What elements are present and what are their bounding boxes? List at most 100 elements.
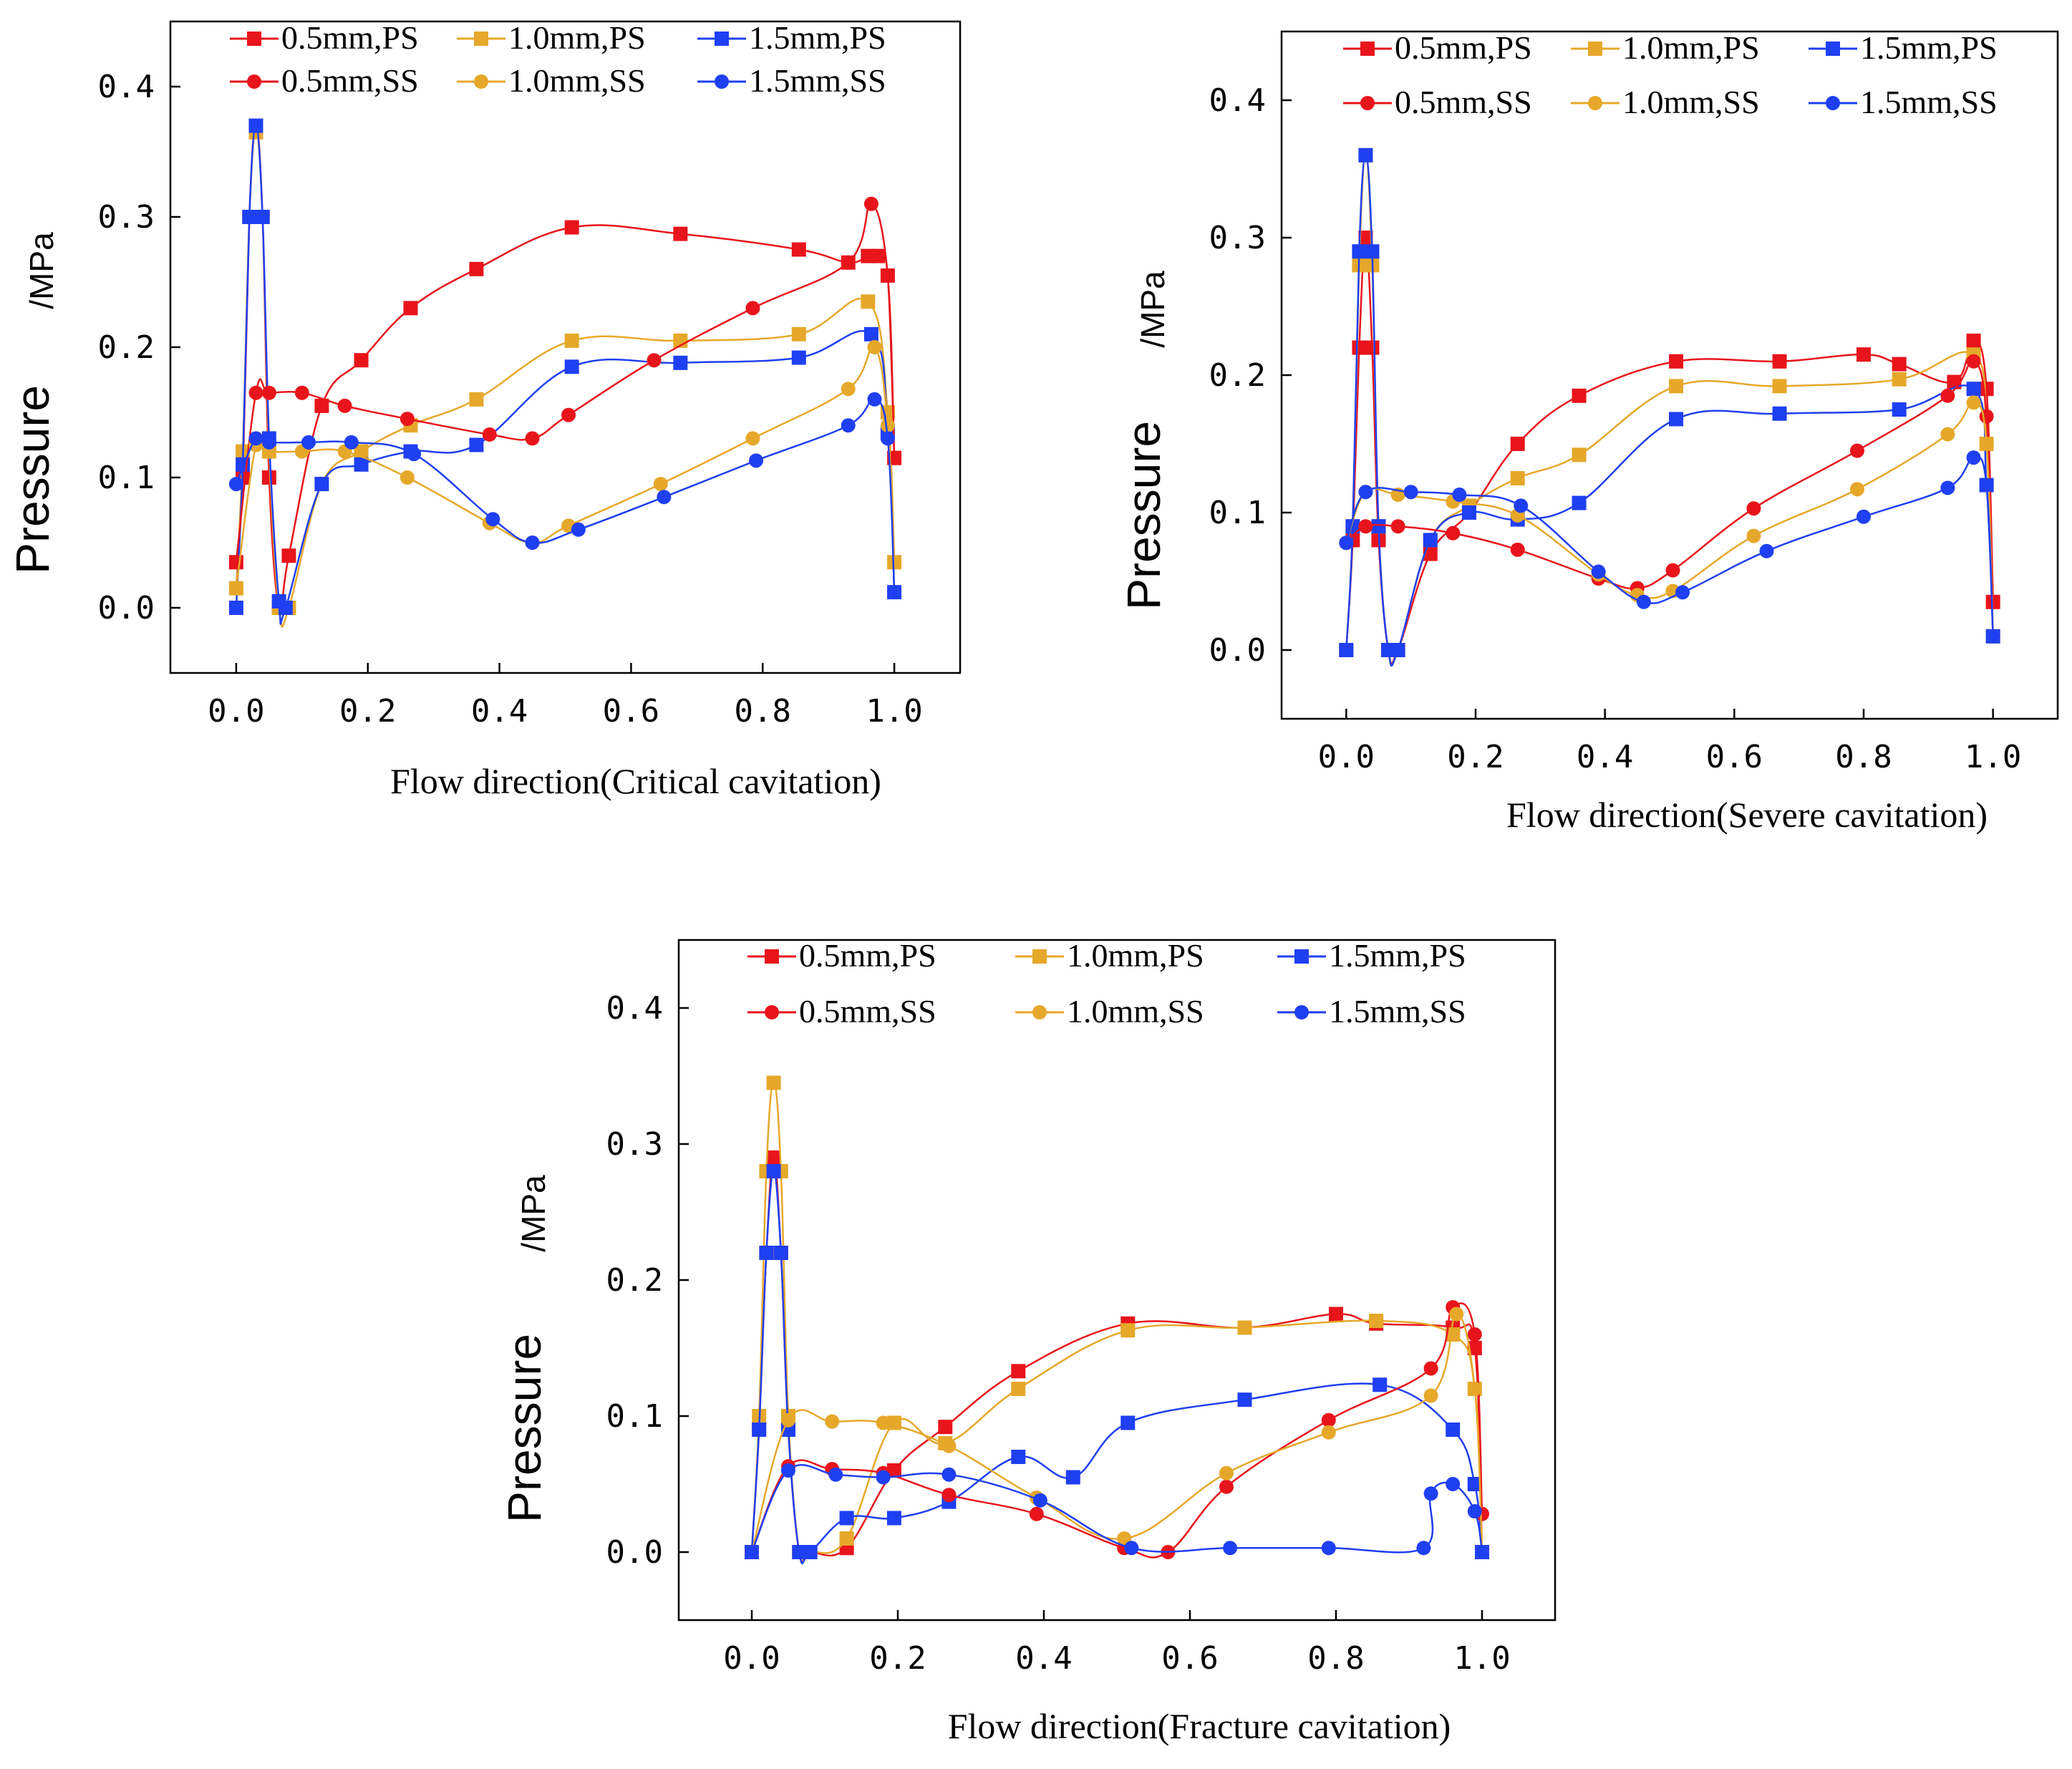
data-point-square (1011, 1364, 1026, 1379)
data-point-circle (1856, 509, 1871, 524)
data-point-circle (261, 435, 276, 450)
legend-item-0-5mm-ss: 0.5mm,SS (1343, 84, 1532, 120)
data-point-circle (261, 385, 276, 400)
data-point-circle (1510, 542, 1525, 557)
y-axis-title: Pressure /MPa (1117, 271, 1171, 610)
legend-marker-circle (715, 74, 729, 89)
data-point-circle (1636, 594, 1651, 609)
series-1-5mm-ps (1339, 147, 2000, 667)
y-tick-label: 0.4 (1209, 82, 1266, 119)
data-point-square (1237, 1392, 1252, 1407)
legend-label: 1.5mm,PS (1329, 937, 1466, 974)
data-point-circle (880, 431, 895, 446)
data-point-square (281, 548, 296, 563)
data-point-circle (1759, 543, 1774, 558)
data-point-square (1329, 1307, 1343, 1322)
data-point-circle (828, 1467, 843, 1482)
data-point-square (1669, 354, 1684, 369)
y-axis-title-main: Pressure (1117, 421, 1170, 610)
data-point-circle (841, 255, 856, 270)
data-point-square (839, 1531, 854, 1546)
legend-item-1-0mm-ss: 1.0mm,SS (1571, 84, 1760, 120)
x-tick-label: 0.4 (471, 693, 528, 730)
legend-item-1-0mm-ss: 1.0mm,SS (1015, 993, 1204, 1029)
data-point-square (938, 1420, 953, 1435)
data-point-circle (1940, 480, 1955, 495)
x-tick-label: 0.8 (735, 693, 791, 730)
x-axis-title: Flow direction(Critical cavitation) (390, 761, 881, 801)
data-point-circle (1390, 519, 1405, 534)
y-tick-label: 0.0 (606, 1534, 663, 1571)
legend-item-1-0mm-ps: 1.0mm,PS (457, 19, 646, 56)
legend-marker-square (474, 31, 488, 46)
data-point-circle (941, 1438, 957, 1453)
legend-label: 0.5mm,SS (281, 62, 419, 99)
legend-marker-circle (765, 1005, 779, 1019)
data-point-circle (1032, 1493, 1047, 1508)
data-point-square (1237, 1320, 1252, 1335)
data-point-circle (400, 470, 415, 485)
data-point-square (863, 326, 878, 341)
plot-area-frame (1280, 30, 2059, 720)
legend-marker-square (1360, 42, 1375, 56)
data-point-square (564, 333, 579, 348)
data-point-circle (1849, 482, 1864, 497)
data-point-circle (863, 196, 878, 211)
data-point-circle (1124, 1541, 1139, 1556)
data-point-square (1892, 402, 1907, 417)
series-line-1-5mm-ps (750, 1170, 1483, 1564)
axis-ticks: 0.0 0.2 0.4 0.6 0.8 1.0 0.0 0.1 0.2 0.3 0.4 (1209, 82, 2022, 775)
data-point-square (1352, 244, 1367, 259)
data-point-square (261, 470, 276, 485)
series-line-0-5mm-ss (1345, 360, 1994, 604)
data-point-circle (1966, 354, 1981, 369)
legend-marker-square (1294, 949, 1309, 964)
series-layer (745, 1075, 1489, 1565)
data-point-circle (880, 268, 895, 283)
data-point-circle (1467, 1504, 1482, 1518)
series-1-0mm-ss (228, 340, 902, 596)
data-point-square (1065, 1470, 1080, 1485)
x-tick-label: 0.8 (1307, 1640, 1364, 1677)
data-point-square (1966, 382, 1981, 397)
y-tick-label: 0.1 (1209, 495, 1266, 531)
data-point-square (564, 359, 579, 374)
data-point-square (792, 1545, 807, 1559)
legend-marker-square (247, 31, 261, 46)
data-point-square (1461, 505, 1476, 520)
legend-marker-square (1588, 42, 1602, 56)
data-point-circle (1029, 1506, 1044, 1521)
series-1-0mm-ps (745, 1075, 1489, 1565)
data-point-circle (1591, 564, 1606, 579)
data-point-square (1358, 231, 1373, 245)
data-point-circle (1849, 443, 1864, 458)
legend-item-1-0mm-ss: 1.0mm,SS (457, 62, 646, 99)
data-point-circle (876, 1415, 891, 1430)
y-tick-label: 0.3 (606, 1126, 663, 1163)
legend-label: 1.5mm,SS (1329, 993, 1466, 1029)
data-point-circle (1467, 1382, 1482, 1396)
legend-marker-circle (1294, 1005, 1309, 1019)
series-1-0mm-ss (745, 1307, 1489, 1559)
data-point-square (1572, 495, 1587, 510)
data-point-square (1120, 1415, 1136, 1430)
data-point-circle (248, 431, 263, 446)
series-0-5mm-ps (745, 1150, 1489, 1564)
data-point-square (1892, 357, 1907, 372)
legend-marker-circle (1032, 1005, 1047, 1019)
data-point-circle (1321, 1541, 1336, 1556)
x-tick-label: 0.2 (869, 1640, 926, 1677)
data-point-square (1339, 643, 1354, 657)
plot-area-frame (677, 939, 1557, 1622)
series-1-5mm-ss (1339, 450, 2000, 644)
data-point-square (469, 392, 484, 407)
data-point-square (759, 1246, 774, 1260)
data-point-square (886, 1511, 901, 1526)
data-point-square (1011, 1450, 1026, 1464)
data-point-circle (749, 453, 764, 468)
axis-ticks: 0.0 0.2 0.4 0.6 0.8 1.0 0.0 0.1 0.2 0.3 0.4 (606, 990, 1511, 1677)
data-point-square (469, 261, 484, 276)
data-point-square (1572, 447, 1587, 462)
x-axis-title: Flow direction(Fracture cavitation) (948, 1706, 1451, 1746)
